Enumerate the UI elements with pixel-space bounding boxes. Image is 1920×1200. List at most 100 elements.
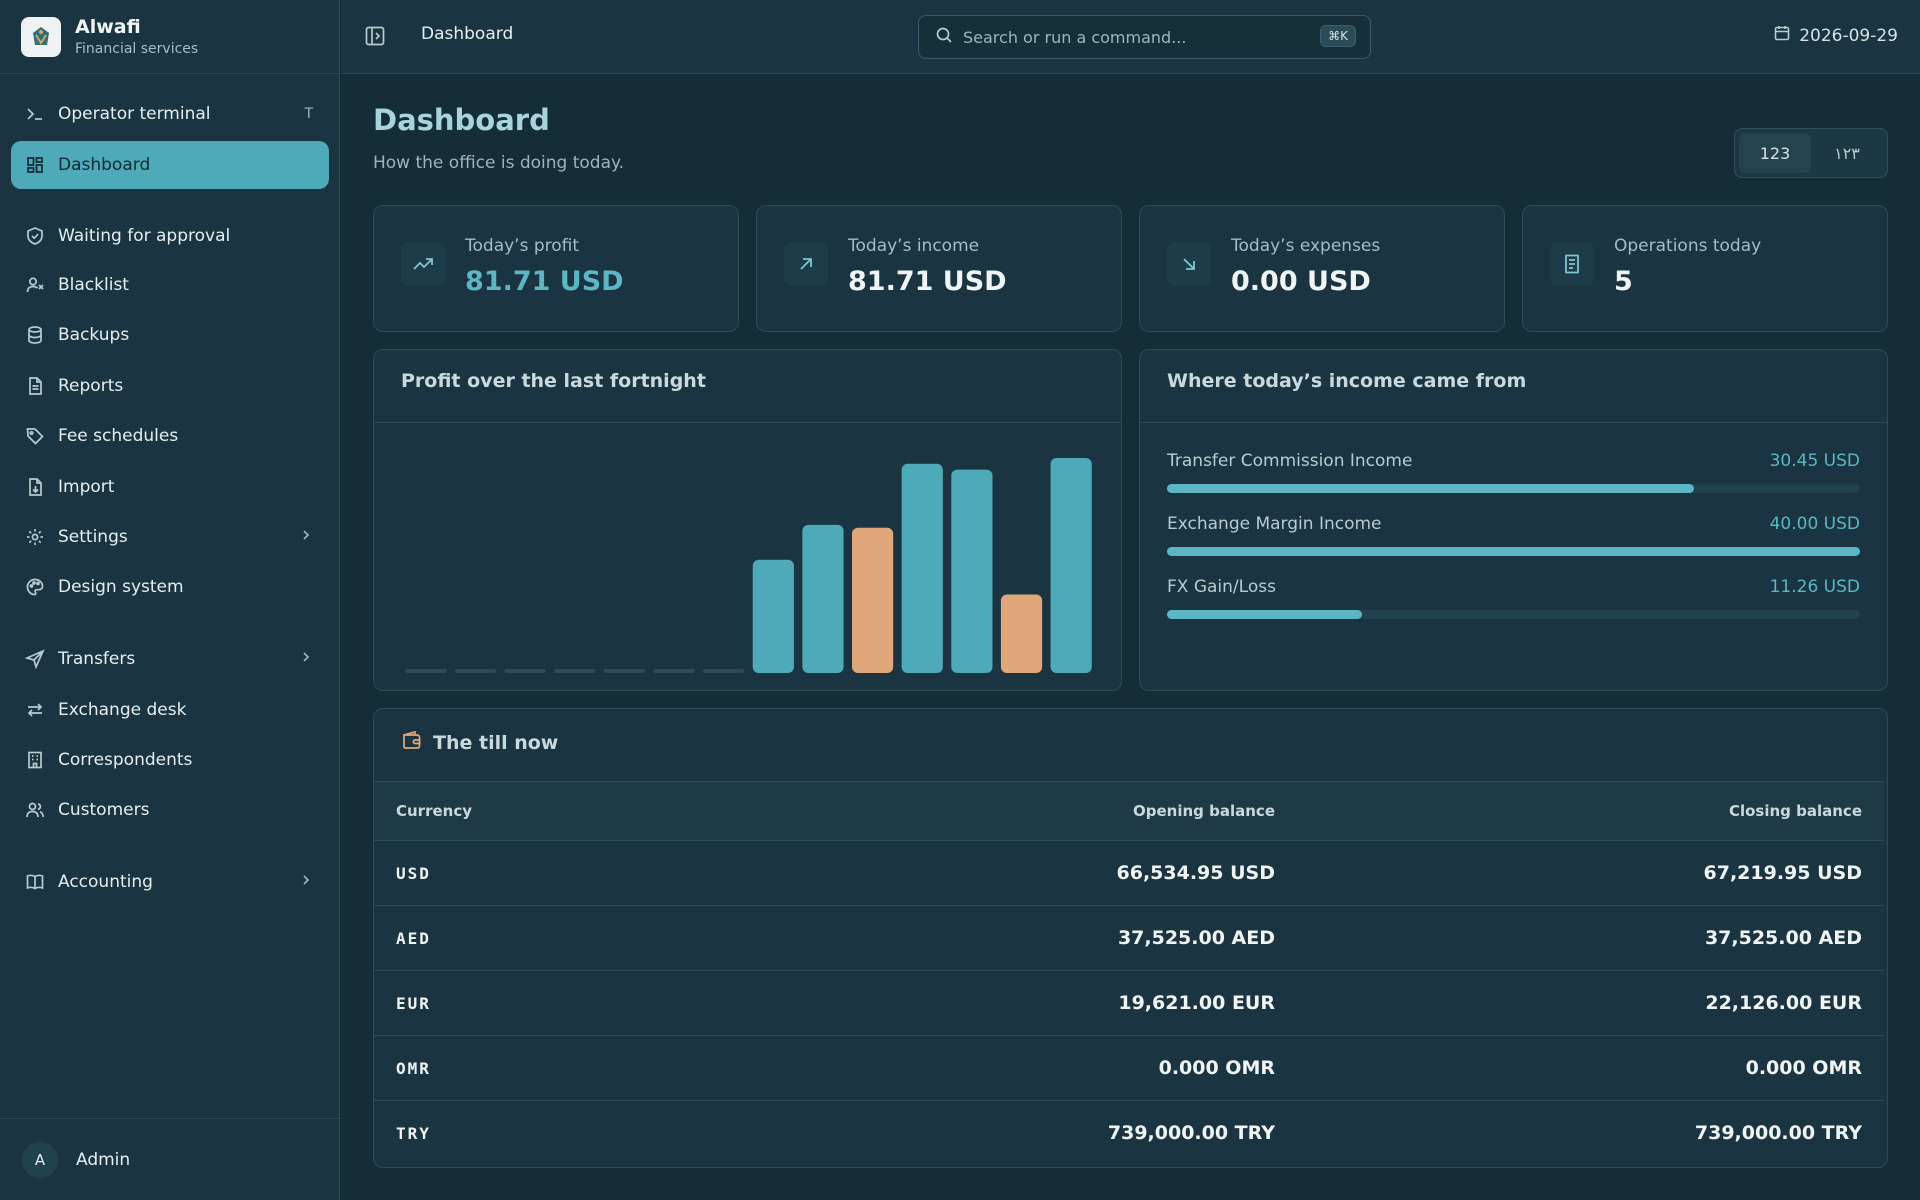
income-source-label: Transfer Commission Income [1167, 451, 1413, 471]
panel-title: Where today’s income came from [1167, 370, 1527, 392]
table-row[interactable]: TRY 739,000.00 TRY 739,000.00 TRY [374, 1101, 1884, 1166]
sidebar-item-label: Accounting [58, 872, 153, 892]
sidebar-item-fee-schedules[interactable]: Fee schedules [11, 412, 329, 460]
opening-balance: 66,534.95 USD [634, 840, 1275, 906]
panel-divider [374, 422, 1121, 423]
table-row[interactable]: EUR 19,621.00 EUR 22,126.00 EUR [374, 970, 1884, 1036]
till-header: The till now [401, 729, 558, 756]
stat-card-profit: Today’s profit 81.71 USD [373, 205, 739, 332]
sidebar-item-correspondents[interactable]: Correspondents [11, 736, 329, 784]
chart-bar[interactable] [1000, 594, 1043, 673]
column-header-opening[interactable]: Opening balance [634, 781, 1275, 841]
search-icon [935, 26, 953, 48]
chart-bar[interactable] [1050, 458, 1092, 673]
currency-code: EUR [374, 970, 634, 1036]
chart-bar[interactable] [554, 669, 596, 673]
chart-bar[interactable] [603, 669, 645, 673]
wallet-icon [401, 729, 423, 756]
stat-label: Operations today [1614, 236, 1762, 256]
sidebar-item-label: Import [58, 477, 115, 497]
sidebar-item-transfers[interactable]: Transfers [11, 635, 329, 683]
sidebar-item-label: Transfers [58, 649, 136, 669]
table-row[interactable]: AED 37,525.00 AED 37,525.00 AED [374, 905, 1884, 971]
table-row[interactable]: USD 66,534.95 USD 67,219.95 USD [374, 840, 1884, 906]
chart-bar[interactable] [802, 524, 844, 673]
command-search[interactable]: ⌘K [918, 15, 1371, 59]
calendar-icon [1773, 24, 1791, 47]
sidebar-item-label: Settings [58, 527, 128, 547]
chart-bar[interactable] [405, 669, 447, 673]
opening-balance: 37,525.00 AED [634, 905, 1275, 971]
column-header-closing[interactable]: Closing balance [1275, 781, 1884, 841]
sidebar-item-design-system[interactable]: Design system [11, 563, 329, 611]
sidebar-item-label: Blacklist [58, 275, 129, 295]
user-menu[interactable]: A Admin [0, 1118, 340, 1200]
main-content: Dashboard How the office is doing today.… [341, 75, 1920, 1200]
closing-balance: 67,219.95 USD [1275, 840, 1884, 906]
sidebar-item-backups[interactable]: Backups [11, 311, 329, 359]
closing-balance: 739,000.00 TRY [1694, 1122, 1862, 1145]
terminal-icon [24, 103, 46, 125]
database-icon [24, 324, 46, 346]
brand-subtitle: Financial services [75, 41, 199, 57]
chart-bar[interactable] [901, 463, 943, 673]
breadcrumb[interactable]: Dashboard [421, 24, 514, 44]
currency-code: USD [374, 840, 634, 906]
book-icon [24, 871, 46, 893]
currency-code: TRY [396, 1123, 431, 1143]
opening-balance: 19,621.00 EUR [634, 970, 1275, 1036]
sidebar-item-label: Design system [58, 577, 184, 597]
sidebar-item-settings[interactable]: Settings [11, 513, 329, 561]
income-source-row: Transfer Commission Income 30.45 USD [1167, 451, 1860, 493]
arrows-exchange-icon [24, 699, 46, 721]
till-panel: The till now Currency Opening balance Cl… [373, 708, 1888, 1168]
stat-card-income: Today’s income 81.71 USD [756, 205, 1122, 332]
panel-title: Profit over the last fortnight [401, 370, 706, 392]
chart-bar[interactable] [454, 669, 497, 673]
sidebar-item-reports[interactable]: Reports [11, 362, 329, 410]
sidebar-item-exchange-desk[interactable]: Exchange desk [11, 686, 329, 734]
chart-bar[interactable] [703, 669, 745, 673]
sidebar-item-accounting[interactable]: Accounting [11, 858, 329, 906]
sidebar-item-dashboard[interactable]: Dashboard [11, 141, 329, 189]
income-source-value: 40.00 USD [1769, 514, 1860, 534]
income-source-row: Exchange Margin Income 40.00 USD [1167, 514, 1860, 556]
search-input[interactable] [963, 27, 1303, 47]
closing-balance: 22,126.00 EUR [1275, 970, 1884, 1036]
sidebar-item-customers[interactable]: Customers [11, 786, 329, 834]
stat-value: 5 [1614, 266, 1633, 297]
latin-numerals-option[interactable]: 123 [1739, 133, 1811, 173]
user-name: Admin [76, 1149, 131, 1170]
trending-up-icon [401, 242, 445, 286]
chart-bar[interactable] [653, 669, 695, 673]
chart-bar[interactable] [852, 527, 894, 673]
sidebar-item-operator-terminal[interactable]: Operator terminal T [11, 90, 329, 138]
sidebar-item-waiting-for-approval[interactable]: Waiting for approval [11, 212, 329, 260]
user-x-icon [24, 274, 46, 296]
sidebar-item-blacklist[interactable]: Blacklist [11, 261, 329, 309]
sidebar-item-label: Backups [58, 325, 130, 345]
sidebar-item-label: Dashboard [58, 155, 151, 175]
users-icon [24, 799, 46, 821]
closing-balance: 37,525.00 AED [1275, 905, 1884, 971]
topbar: Dashboard ⌘K 2026-09-29 [341, 0, 1920, 74]
page-subtitle: How the office is doing today. [373, 153, 625, 173]
alwafi-logo-icon [21, 16, 61, 57]
sidebar-item-label: Waiting for approval [58, 226, 231, 246]
arabic-numerals-option[interactable]: ١٢٣ [1834, 143, 1860, 163]
chart-bar[interactable] [752, 559, 794, 673]
chart-bar[interactable] [504, 669, 546, 673]
table-row[interactable]: OMR 0.000 OMR 0.000 OMR [374, 1035, 1884, 1101]
file-text-icon [24, 375, 46, 397]
opening-balance: 739,000.00 TRY [1107, 1122, 1275, 1145]
date-display[interactable]: 2026-09-29 [1773, 24, 1898, 47]
column-header-currency[interactable]: Currency [374, 781, 634, 841]
opening-balance: 0.000 OMR [634, 1035, 1275, 1101]
sidebar-item-label: Reports [58, 376, 124, 396]
receipt-icon [1550, 242, 1594, 286]
profit-bar-chart [405, 458, 1092, 673]
chart-bar[interactable] [951, 469, 993, 673]
sidebar-item-import[interactable]: Import [11, 463, 329, 511]
sidebar-toggle-icon[interactable] [363, 24, 387, 52]
brand[interactable]: Alwafi Financial services [0, 0, 339, 74]
